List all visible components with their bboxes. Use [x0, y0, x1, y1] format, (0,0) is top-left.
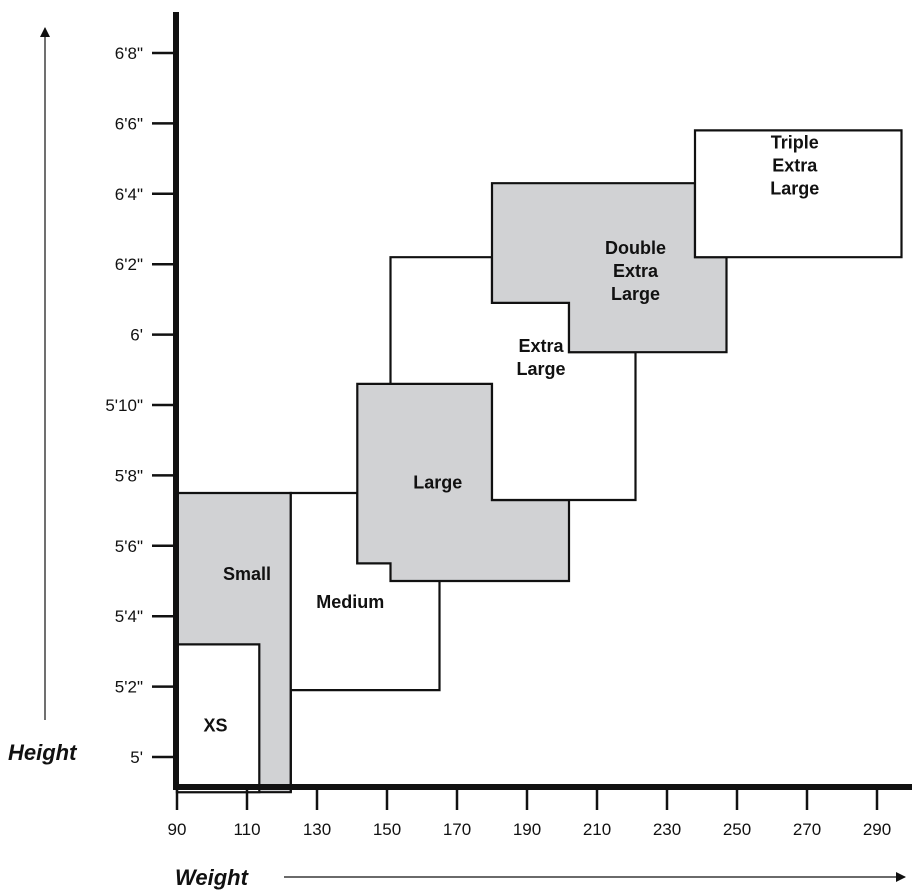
x-tick-label: 290: [863, 820, 891, 839]
size-regions: [175, 129, 903, 794]
region-label-line: Extra: [613, 261, 659, 281]
x-tick-label: 190: [513, 820, 541, 839]
y-tick-label: 5': [130, 748, 143, 767]
region-label-large: Large: [413, 472, 462, 492]
y-tick-label: 6'8": [115, 44, 143, 63]
region-label-line: Large: [770, 179, 819, 199]
region-label-double-extra-large: Double Extra Large: [605, 238, 666, 304]
region-label-line: XS: [203, 715, 227, 735]
y-tick-label: 5'8": [115, 466, 143, 485]
region-label-line: Triple: [771, 133, 819, 153]
region-label-line: Extra: [772, 156, 818, 176]
size-region-labels: Small XS Medium Large Extra Large Double Extra L…: [203, 133, 819, 736]
axis-titles: Height Weight: [8, 27, 906, 890]
region-label-extra-large: Extra Large: [516, 336, 565, 379]
x-axis-title: Weight: [175, 865, 250, 890]
region-label-line: Extra: [518, 336, 564, 356]
x-tick-label: 270: [793, 820, 821, 839]
x-tick-label: 90: [168, 820, 187, 839]
region-label-line: Double: [605, 238, 666, 258]
y-tick-label: 5'6": [115, 537, 143, 556]
region-label-line: Small: [223, 564, 271, 584]
x-tick-label: 150: [373, 820, 401, 839]
region-label-line: Large: [413, 472, 462, 492]
x-tick-label: 110: [233, 820, 260, 839]
y-axis-ticks: 5' 5'2" 5'4" 5'6" 5'8" 5'10" 6' 6'2" 6'4" 6'6" 6'8…: [105, 44, 177, 767]
region-label-line: Large: [611, 284, 660, 304]
x-tick-label: 130: [303, 820, 331, 839]
axes: [173, 12, 912, 790]
y-tick-label: 6': [130, 326, 143, 345]
region-label-line: Large: [516, 359, 565, 379]
x-tick-label: 250: [723, 820, 751, 839]
y-tick-label: 5'4": [115, 607, 143, 626]
region-label-xs: XS: [203, 715, 227, 735]
x-tick-label: 170: [443, 820, 471, 839]
region-triple-extra-large: [693, 129, 903, 259]
region-label-triple-extra-large: Triple Extra Large: [770, 133, 819, 199]
y-tick-label: 6'2": [115, 255, 143, 274]
region-label-line: Medium: [316, 592, 384, 612]
y-axis-title: Height: [8, 740, 78, 765]
y-tick-label: 5'2": [115, 678, 143, 697]
y-tick-label: 6'6": [115, 114, 143, 133]
x-tick-label: 230: [653, 820, 681, 839]
y-tick-label: 6'4": [115, 185, 143, 204]
y-tick-label: 5'10": [105, 396, 143, 415]
region-label-small: Small: [223, 564, 271, 584]
x-axis-ticks: 90 110 130 150 170 190 210 230 250 270 290: [168, 787, 891, 839]
region-label-medium: Medium: [316, 592, 384, 612]
x-tick-label: 210: [583, 820, 611, 839]
